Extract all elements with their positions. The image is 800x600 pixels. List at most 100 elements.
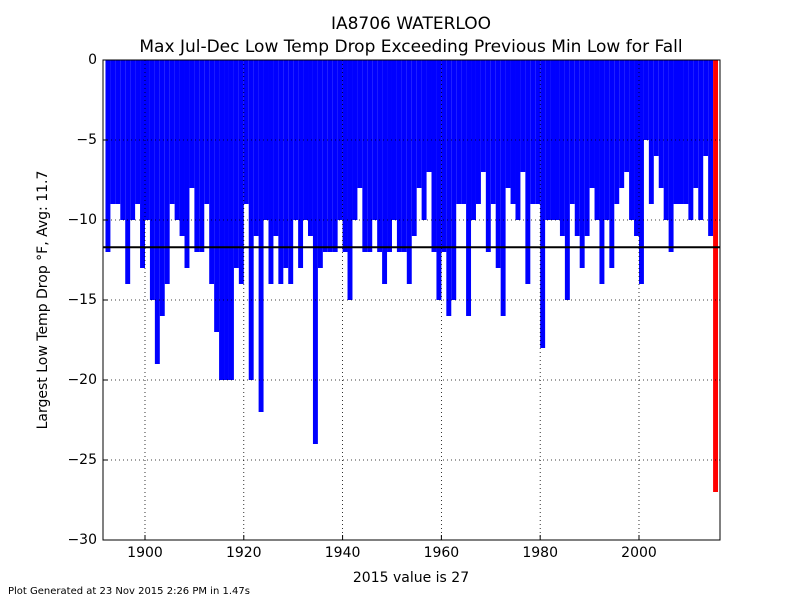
bar <box>688 60 694 220</box>
bar <box>559 60 565 236</box>
y-axis-label: Largest Low Temp Drop °F, Avg: 11.7 <box>35 171 51 430</box>
chart-title: IA8706 WATERLOO <box>331 14 491 34</box>
bar <box>401 60 407 252</box>
x-axis-label: 2015 value is 27 <box>353 570 469 586</box>
bar <box>209 60 215 284</box>
y-tick-label: −10 <box>67 212 97 228</box>
bar <box>594 60 600 220</box>
bar <box>204 60 210 204</box>
plot-frame <box>102 59 721 541</box>
bar <box>490 60 496 204</box>
bar <box>466 60 472 316</box>
bar <box>713 60 719 492</box>
x-tick-label: 1960 <box>424 545 460 561</box>
bar <box>431 60 437 252</box>
bar <box>451 60 457 300</box>
bar <box>243 60 249 204</box>
bar <box>653 60 659 156</box>
bar <box>574 60 580 236</box>
bar <box>278 60 284 284</box>
bar <box>564 60 570 300</box>
bar <box>485 60 491 252</box>
bar <box>678 60 684 204</box>
bar <box>703 60 709 156</box>
y-tick-label: −5 <box>76 132 97 148</box>
bar <box>189 60 195 188</box>
bar <box>416 60 422 188</box>
bar <box>698 60 704 220</box>
bar <box>253 60 259 236</box>
bar <box>515 60 521 220</box>
bar <box>555 60 560 220</box>
bar <box>638 60 644 284</box>
bar <box>584 60 590 236</box>
bar <box>673 60 679 204</box>
bar <box>214 60 220 332</box>
bar <box>505 60 511 188</box>
bar <box>377 60 383 252</box>
bar <box>169 60 175 204</box>
bar <box>391 60 397 220</box>
bar <box>372 60 378 220</box>
bar <box>332 60 338 252</box>
bar <box>648 60 654 204</box>
bar <box>540 60 546 348</box>
bar <box>288 60 294 284</box>
bar <box>569 60 575 204</box>
bar <box>530 60 536 204</box>
bar <box>550 60 556 220</box>
bar <box>273 60 279 236</box>
bar <box>367 60 373 252</box>
bar <box>154 60 160 364</box>
bar <box>475 60 481 204</box>
y-tick-label: −30 <box>67 532 97 548</box>
bar <box>298 60 304 268</box>
bar <box>327 60 333 252</box>
bar <box>199 60 205 252</box>
bar <box>426 60 432 172</box>
bar <box>668 60 674 252</box>
bar <box>535 60 541 204</box>
y-tick-label: 0 <box>88 52 97 68</box>
bar <box>125 60 131 284</box>
bar <box>683 60 689 204</box>
bar <box>446 60 452 316</box>
bar <box>317 60 323 268</box>
bar <box>609 60 615 268</box>
bar <box>303 60 309 220</box>
bar <box>480 60 486 172</box>
bar <box>115 60 121 204</box>
bar <box>140 60 145 268</box>
bar <box>120 60 126 220</box>
bar <box>436 60 442 300</box>
bar <box>219 60 225 380</box>
bar <box>604 60 610 220</box>
bar <box>693 60 699 188</box>
bar <box>495 60 501 268</box>
bar <box>663 60 669 220</box>
bar <box>599 60 605 284</box>
bar <box>456 60 462 204</box>
bar <box>461 60 467 204</box>
bar <box>634 60 639 236</box>
bar <box>224 60 229 380</box>
bar <box>179 60 185 236</box>
bar <box>135 60 141 204</box>
bar <box>149 60 155 300</box>
bar <box>238 60 244 284</box>
bar <box>110 60 116 204</box>
bar <box>342 60 348 252</box>
y-tick-label: −25 <box>67 452 97 468</box>
bar <box>337 60 343 220</box>
bar <box>624 60 630 172</box>
bar <box>362 60 368 252</box>
x-tick-label: 2000 <box>621 545 657 561</box>
footnote: Plot Generated at 23 Nov 2015 2:26 PM in… <box>8 586 250 597</box>
bar <box>525 60 531 284</box>
bar <box>268 60 274 284</box>
bar <box>441 60 447 252</box>
chart-subtitle: Max Jul-Dec Low Temp Drop Exceeding Prev… <box>139 37 682 57</box>
bar <box>643 60 649 140</box>
bar <box>421 60 427 220</box>
